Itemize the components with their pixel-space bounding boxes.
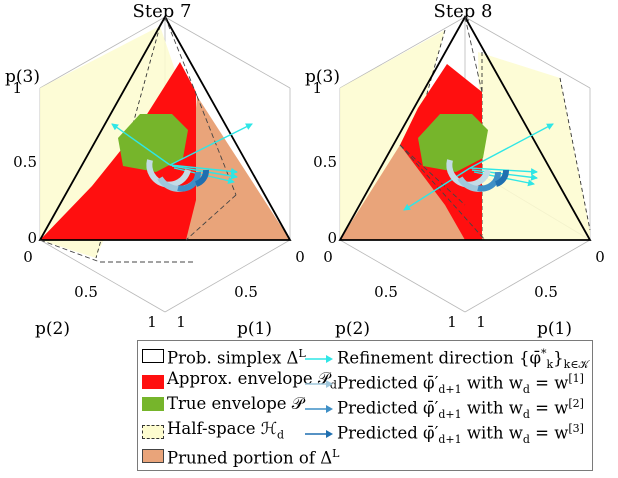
tick-p3-0: 0 [327,229,337,247]
tick-p2-0: 0 [323,248,333,266]
legend-label-pred-w2: Predicted φ̄′d+1 with wd = w[2] [337,397,584,421]
legend-swatch-half [142,425,164,440]
tick-p2-0.5: 0.5 [374,283,398,301]
pruned-region [340,145,485,240]
tick-p3-0: 0 [27,229,37,247]
legend: Prob. simplex ΔL Approx. envelope 𝒫d Tru… [137,340,593,471]
tick-p3-1: 1 [12,79,22,97]
true-envelope [118,114,188,172]
true-envelope [418,114,488,172]
legend-swatch-simplex [142,349,164,364]
tick-p1-1: 1 [476,313,486,331]
panel-step-8: Step 8 [305,1,605,339]
axis-label-p3: p(3) [305,67,340,87]
approx-envelope [40,62,196,240]
legend-label-pred-w1: Predicted φ̄′d+1 with wd = w[1] [337,372,584,396]
tick-p1-0.5: 0.5 [534,283,558,301]
axis-label-p2: p(2) [335,319,370,339]
legend-label-half: Half-space ℋd [167,419,285,442]
tick-p2-0: 0 [23,248,33,266]
tick-p1-0.5: 0.5 [234,283,258,301]
legend-item-half: Half-space ℋd [142,419,284,445]
legend-label-approx: Approx. envelope 𝒫d [167,369,337,392]
tick-p3-1: 1 [312,79,322,97]
tick-p2-1: 1 [447,313,457,331]
half-space-region [340,30,445,240]
legend-swatch-approx [142,375,164,390]
tick-p2-0.5: 0.5 [74,283,98,301]
legend-arrow-icon [305,405,333,414]
legend-arrow-icon [305,430,333,439]
simplex-outline [338,15,592,241]
legend-item-simplex: Prob. simplex ΔL [142,344,306,369]
panel-title: Step 8 [434,1,493,22]
tick-p1-0: 0 [295,248,305,266]
legend-item-approx: Approx. envelope 𝒫d [142,369,337,395]
legend-item-refine: Refinement direction {φ̄*k}k∈𝒦 [304,344,589,375]
legend-item-true: True envelope 𝒫 [142,394,304,414]
half-space-region-2 [478,52,590,240]
axis-label-p1: p(1) [537,319,572,339]
tick-p2-1: 1 [147,313,157,331]
legend-label-simplex: Prob. simplex ΔL [167,347,306,368]
axis-label-p2: p(2) [35,319,70,339]
simplex-outline [38,15,292,241]
predicted-arcs [146,159,209,192]
tick-p1-0: 0 [595,248,605,266]
legend-arrow-icon [305,380,333,389]
axis-label-p3: p(3) [5,67,40,87]
axis-label-p1: p(1) [237,319,272,339]
legend-item-pred-w3: Predicted φ̄′d+1 with wd = w[3] [304,419,584,450]
half-space-region [40,26,175,258]
tick-p1-1: 1 [176,313,186,331]
tick-p3-0.5: 0.5 [13,153,37,171]
legend-arrow-icon [305,355,333,364]
predicted-arcs [446,159,509,192]
legend-label-pred-w3: Predicted φ̄′d+1 with wd = w[3] [337,422,584,446]
panel-title: Step 7 [133,1,192,22]
legend-label-refine: Refinement direction {φ̄*k}k∈𝒦 [337,347,589,371]
legend-label-pruned: Pruned portion of ΔL [167,447,340,468]
legend-item-pred-w1: Predicted φ̄′d+1 with wd = w[1] [304,369,584,400]
simplex-hidden-edges [399,16,486,241]
tick-p3-0.5: 0.5 [313,153,337,171]
panel-step-7: Step 7 [5,1,305,339]
legend-item-pred-w2: Predicted φ̄′d+1 with wd = w[2] [304,394,584,425]
legend-swatch-true [142,397,164,411]
legend-item-pruned: Pruned portion of ΔL [142,444,339,469]
legend-swatch-pruned [142,449,164,464]
legend-label-true: True envelope 𝒫 [167,394,304,413]
